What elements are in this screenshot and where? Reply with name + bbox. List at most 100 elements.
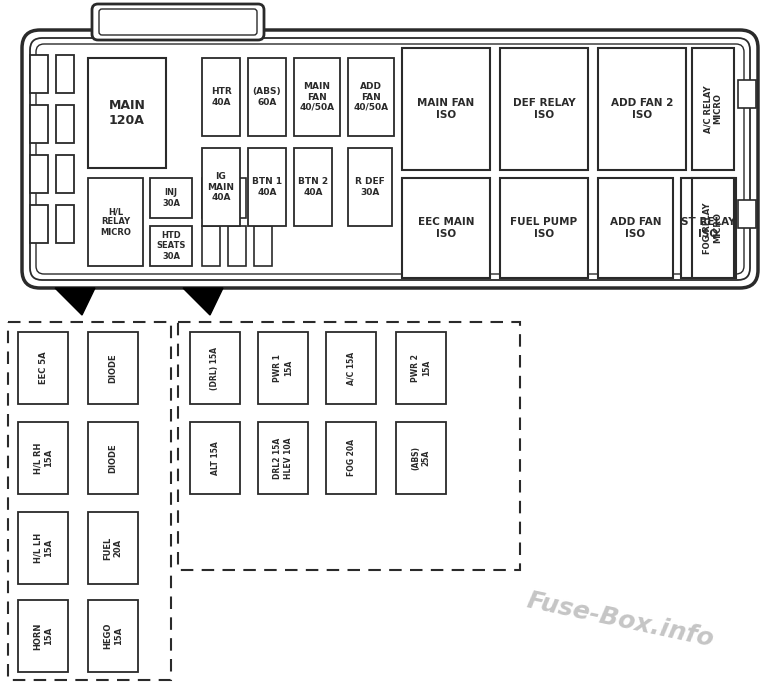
Text: BTN 1
40A: BTN 1 40A bbox=[252, 177, 282, 197]
FancyBboxPatch shape bbox=[738, 200, 756, 228]
Polygon shape bbox=[183, 288, 223, 315]
FancyBboxPatch shape bbox=[30, 55, 48, 93]
FancyBboxPatch shape bbox=[202, 226, 220, 266]
FancyBboxPatch shape bbox=[18, 512, 68, 584]
FancyBboxPatch shape bbox=[692, 48, 734, 170]
Text: IG
MAIN
40A: IG MAIN 40A bbox=[207, 172, 235, 202]
Text: HORN
15A: HORN 15A bbox=[34, 622, 53, 650]
Text: H/L
RELAY
MICRO: H/L RELAY MICRO bbox=[100, 207, 131, 237]
FancyBboxPatch shape bbox=[56, 105, 74, 143]
Text: ADD FAN
ISO: ADD FAN ISO bbox=[610, 217, 661, 239]
FancyBboxPatch shape bbox=[88, 178, 143, 266]
Text: ADD
FAN
40/50A: ADD FAN 40/50A bbox=[353, 82, 388, 112]
Bar bbox=[8, 322, 171, 680]
FancyBboxPatch shape bbox=[88, 58, 166, 168]
FancyBboxPatch shape bbox=[88, 332, 138, 404]
FancyBboxPatch shape bbox=[254, 178, 272, 218]
FancyBboxPatch shape bbox=[294, 148, 332, 226]
Text: FOG RELAY
MICRO: FOG RELAY MICRO bbox=[704, 202, 723, 254]
Text: (DRL) 15A: (DRL) 15A bbox=[211, 346, 219, 390]
Text: INJ
30A: INJ 30A bbox=[162, 188, 180, 208]
FancyBboxPatch shape bbox=[248, 58, 286, 136]
FancyBboxPatch shape bbox=[500, 178, 588, 278]
Text: PWR 1
15A: PWR 1 15A bbox=[273, 354, 292, 382]
FancyBboxPatch shape bbox=[500, 48, 588, 170]
FancyBboxPatch shape bbox=[348, 148, 392, 226]
FancyBboxPatch shape bbox=[228, 178, 246, 218]
FancyBboxPatch shape bbox=[402, 178, 490, 278]
Text: MAIN
120A: MAIN 120A bbox=[108, 99, 145, 127]
Text: DIODE: DIODE bbox=[108, 443, 118, 473]
Text: EEC MAIN
ISO: EEC MAIN ISO bbox=[418, 217, 474, 239]
FancyBboxPatch shape bbox=[348, 58, 394, 136]
FancyBboxPatch shape bbox=[258, 422, 308, 494]
Text: H/L RH
15A: H/L RH 15A bbox=[34, 443, 53, 474]
Text: A/C 15A: A/C 15A bbox=[346, 351, 356, 385]
FancyBboxPatch shape bbox=[150, 226, 192, 266]
Text: PWR 2
15A: PWR 2 15A bbox=[411, 354, 431, 382]
Text: ADD FAN 2
ISO: ADD FAN 2 ISO bbox=[611, 98, 673, 120]
Text: FUEL
20A: FUEL 20A bbox=[103, 537, 122, 560]
FancyBboxPatch shape bbox=[56, 55, 74, 93]
Text: ALT 15A: ALT 15A bbox=[211, 441, 219, 475]
FancyBboxPatch shape bbox=[396, 422, 446, 494]
FancyBboxPatch shape bbox=[30, 155, 48, 193]
FancyBboxPatch shape bbox=[202, 178, 220, 218]
Text: HEGO
15A: HEGO 15A bbox=[103, 623, 122, 649]
FancyBboxPatch shape bbox=[56, 155, 74, 193]
Text: R DEF
30A: R DEF 30A bbox=[355, 177, 385, 197]
Text: DRL2 15A
HLEV 10A: DRL2 15A HLEV 10A bbox=[273, 437, 292, 479]
FancyBboxPatch shape bbox=[326, 422, 376, 494]
Text: ST RELAY
ISO: ST RELAY ISO bbox=[681, 217, 736, 239]
Text: (ABS)
60A: (ABS) 60A bbox=[253, 87, 282, 107]
FancyBboxPatch shape bbox=[22, 30, 758, 288]
FancyBboxPatch shape bbox=[326, 332, 376, 404]
Text: FUEL PUMP
ISO: FUEL PUMP ISO bbox=[510, 217, 577, 239]
FancyBboxPatch shape bbox=[202, 58, 240, 136]
Text: (ABS)
25A: (ABS) 25A bbox=[411, 446, 431, 470]
Text: MAIN FAN
ISO: MAIN FAN ISO bbox=[417, 98, 474, 120]
FancyBboxPatch shape bbox=[88, 512, 138, 584]
FancyBboxPatch shape bbox=[88, 600, 138, 672]
Text: EEC 5A: EEC 5A bbox=[38, 352, 48, 384]
FancyBboxPatch shape bbox=[30, 205, 48, 243]
FancyBboxPatch shape bbox=[202, 148, 240, 226]
FancyBboxPatch shape bbox=[88, 422, 138, 494]
FancyBboxPatch shape bbox=[92, 4, 264, 40]
FancyBboxPatch shape bbox=[150, 178, 192, 218]
Text: HTD
SEATS
30A: HTD SEATS 30A bbox=[156, 231, 186, 261]
FancyBboxPatch shape bbox=[228, 226, 246, 266]
Text: DIODE: DIODE bbox=[108, 353, 118, 383]
FancyBboxPatch shape bbox=[396, 332, 446, 404]
FancyBboxPatch shape bbox=[18, 422, 68, 494]
FancyBboxPatch shape bbox=[692, 178, 734, 278]
FancyBboxPatch shape bbox=[190, 332, 240, 404]
FancyBboxPatch shape bbox=[30, 105, 48, 143]
FancyBboxPatch shape bbox=[254, 226, 272, 266]
Text: H/L LH
15A: H/L LH 15A bbox=[34, 533, 53, 563]
FancyBboxPatch shape bbox=[294, 58, 340, 136]
FancyBboxPatch shape bbox=[598, 48, 686, 170]
FancyBboxPatch shape bbox=[30, 38, 750, 280]
FancyBboxPatch shape bbox=[190, 422, 240, 494]
Text: A/C RELAY
MICRO: A/C RELAY MICRO bbox=[704, 85, 723, 133]
FancyBboxPatch shape bbox=[56, 205, 74, 243]
FancyBboxPatch shape bbox=[258, 332, 308, 404]
Text: MAIN
FAN
40/50A: MAIN FAN 40/50A bbox=[300, 82, 335, 112]
Bar bbox=[178, 322, 520, 570]
Text: DEF RELAY
ISO: DEF RELAY ISO bbox=[512, 98, 576, 120]
FancyBboxPatch shape bbox=[18, 332, 68, 404]
Text: BTN 2
40A: BTN 2 40A bbox=[298, 177, 328, 197]
FancyBboxPatch shape bbox=[248, 148, 286, 226]
FancyBboxPatch shape bbox=[18, 600, 68, 672]
FancyBboxPatch shape bbox=[99, 9, 257, 35]
FancyBboxPatch shape bbox=[402, 48, 490, 170]
Text: FOG 20A: FOG 20A bbox=[346, 440, 356, 477]
Text: HTR
40A: HTR 40A bbox=[211, 87, 232, 107]
FancyBboxPatch shape bbox=[681, 178, 736, 278]
Polygon shape bbox=[55, 288, 95, 315]
FancyBboxPatch shape bbox=[36, 44, 744, 274]
Text: Fuse-Box.info: Fuse-Box.info bbox=[524, 588, 716, 652]
FancyBboxPatch shape bbox=[738, 80, 756, 108]
FancyBboxPatch shape bbox=[598, 178, 673, 278]
